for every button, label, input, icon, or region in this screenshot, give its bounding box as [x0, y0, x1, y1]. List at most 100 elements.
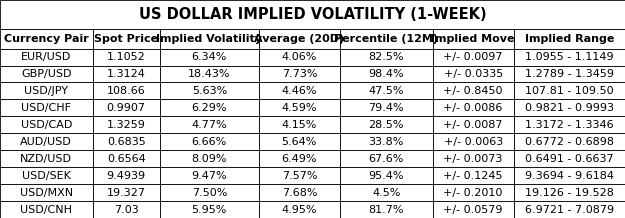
Bar [160, 66, 259, 82]
Bar [259, 150, 340, 167]
Text: 9.47%: 9.47% [191, 171, 228, 181]
Text: USD/CNH: USD/CNH [20, 204, 72, 215]
Text: Average (20D): Average (20D) [254, 34, 344, 44]
Text: 47.5%: 47.5% [369, 86, 404, 96]
Bar [340, 167, 432, 184]
Text: 1.3259: 1.3259 [107, 120, 146, 130]
Bar [160, 184, 259, 201]
Bar [259, 99, 340, 116]
Bar [259, 49, 340, 66]
Bar [340, 133, 432, 150]
Bar [92, 116, 160, 133]
Bar [92, 150, 160, 167]
Bar [0, 99, 92, 116]
Bar [340, 29, 432, 49]
Text: +/- 0.2010: +/- 0.2010 [444, 187, 503, 198]
Text: Percentile (12M): Percentile (12M) [334, 34, 438, 44]
Bar [0, 82, 92, 99]
Text: 4.06%: 4.06% [282, 52, 317, 62]
Bar [514, 29, 625, 49]
Bar [0, 0, 625, 29]
Text: 1.3172 - 1.3346: 1.3172 - 1.3346 [525, 120, 614, 130]
Text: 19.327: 19.327 [107, 187, 146, 198]
Text: 4.5%: 4.5% [372, 187, 401, 198]
Bar [340, 116, 432, 133]
Text: 98.4%: 98.4% [369, 69, 404, 79]
Bar [340, 82, 432, 99]
Bar [259, 66, 340, 82]
Bar [432, 184, 514, 201]
Text: 6.49%: 6.49% [282, 154, 317, 164]
Text: +/- 0.0335: +/- 0.0335 [444, 69, 503, 79]
Bar [514, 82, 625, 99]
Bar [514, 184, 625, 201]
Bar [0, 201, 92, 218]
Text: 108.66: 108.66 [107, 86, 146, 96]
Bar [340, 150, 432, 167]
Text: 28.5%: 28.5% [369, 120, 404, 130]
Bar [0, 66, 92, 82]
Bar [432, 116, 514, 133]
Bar [92, 82, 160, 99]
Bar [160, 150, 259, 167]
Text: 9.4939: 9.4939 [107, 171, 146, 181]
Text: 0.9907: 0.9907 [107, 103, 146, 113]
Bar [340, 49, 432, 66]
Bar [432, 82, 514, 99]
Bar [514, 201, 625, 218]
Text: Spot Price: Spot Price [94, 34, 158, 44]
Text: EUR/USD: EUR/USD [21, 52, 71, 62]
Text: 7.50%: 7.50% [192, 187, 227, 198]
Bar [514, 66, 625, 82]
Text: 82.5%: 82.5% [369, 52, 404, 62]
Bar [514, 99, 625, 116]
Bar [160, 201, 259, 218]
Bar [340, 201, 432, 218]
Bar [92, 133, 160, 150]
Bar [92, 167, 160, 184]
Bar [92, 99, 160, 116]
Text: 7.57%: 7.57% [282, 171, 317, 181]
Text: 0.9821 - 0.9993: 0.9821 - 0.9993 [525, 103, 614, 113]
Bar [160, 167, 259, 184]
Text: 1.3124: 1.3124 [107, 69, 146, 79]
Text: 6.9721 - 7.0879: 6.9721 - 7.0879 [525, 204, 614, 215]
Bar [340, 184, 432, 201]
Text: 0.6772 - 0.6898: 0.6772 - 0.6898 [525, 137, 614, 147]
Bar [514, 116, 625, 133]
Bar [259, 201, 340, 218]
Text: 6.34%: 6.34% [192, 52, 227, 62]
Text: Implied Range: Implied Range [525, 34, 614, 44]
Text: 95.4%: 95.4% [369, 171, 404, 181]
Bar [432, 49, 514, 66]
Bar [432, 167, 514, 184]
Text: 0.6491 - 0.6637: 0.6491 - 0.6637 [525, 154, 614, 164]
Bar [514, 150, 625, 167]
Text: Implied Move: Implied Move [431, 34, 515, 44]
Bar [432, 201, 514, 218]
Bar [0, 150, 92, 167]
Text: +/- 0.0063: +/- 0.0063 [444, 137, 503, 147]
Text: USD/MXN: USD/MXN [20, 187, 72, 198]
Text: +/- 0.8450: +/- 0.8450 [443, 86, 503, 96]
Bar [514, 167, 625, 184]
Text: 18.43%: 18.43% [188, 69, 231, 79]
Text: 5.64%: 5.64% [282, 137, 317, 147]
Bar [514, 49, 625, 66]
Bar [432, 99, 514, 116]
Text: 1.1052: 1.1052 [107, 52, 146, 62]
Text: 4.46%: 4.46% [282, 86, 317, 96]
Bar [0, 133, 92, 150]
Text: 107.81 - 109.50: 107.81 - 109.50 [525, 86, 614, 96]
Text: 1.0955 - 1.1149: 1.0955 - 1.1149 [525, 52, 614, 62]
Bar [160, 116, 259, 133]
Text: USD/CHF: USD/CHF [21, 103, 71, 113]
Bar [160, 82, 259, 99]
Bar [92, 201, 160, 218]
Text: 0.6835: 0.6835 [107, 137, 146, 147]
Text: 6.29%: 6.29% [192, 103, 227, 113]
Bar [514, 133, 625, 150]
Bar [0, 184, 92, 201]
Bar [432, 133, 514, 150]
Text: 1.2789 - 1.3459: 1.2789 - 1.3459 [525, 69, 614, 79]
